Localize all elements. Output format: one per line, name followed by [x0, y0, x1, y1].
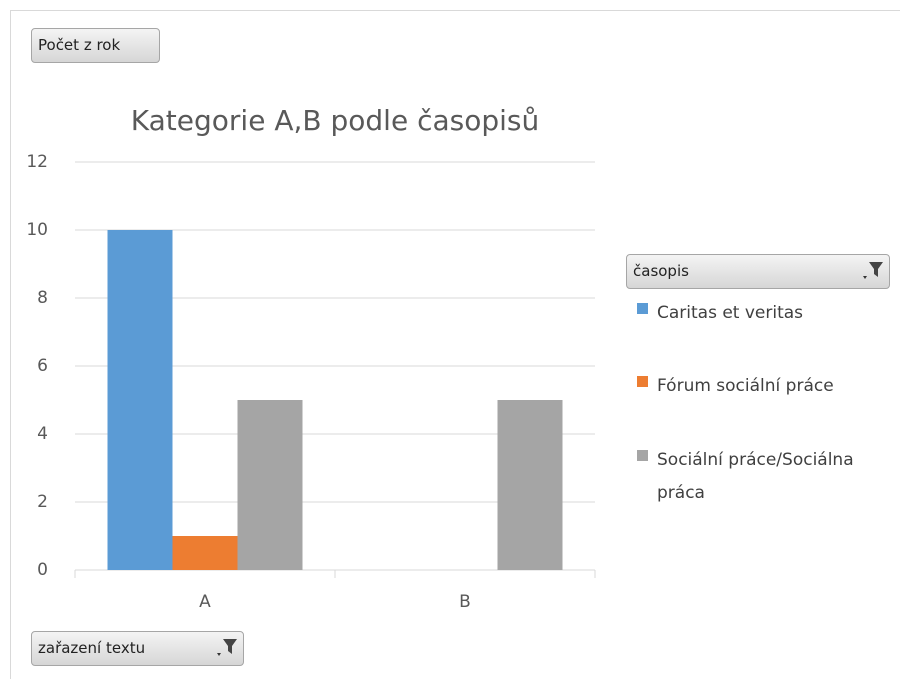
value-field-button[interactable]: Počet z rok [31, 28, 160, 63]
legend-swatch [637, 303, 648, 314]
chart-area [10, 10, 900, 679]
legend-label: Sociální práce/Sociálna práca [657, 450, 854, 503]
legend-label: Fórum sociální práce [657, 376, 834, 396]
button-label: zařazení textu [38, 639, 146, 657]
y-tick-label: 2 [37, 492, 48, 512]
y-tick-label: 10 [26, 220, 48, 240]
x-tick-label: B [459, 592, 471, 612]
bar [107, 230, 173, 570]
chart-title: Kategorie A,B podle časopisů [131, 104, 539, 137]
bar [172, 536, 238, 570]
axis-field-button[interactable]: zařazení textu [31, 631, 244, 666]
legend-field-button[interactable]: časopis [626, 254, 890, 289]
button-label: časopis [633, 262, 689, 280]
filter-icon [863, 262, 883, 279]
y-tick-label: 0 [37, 560, 48, 580]
legend-swatch [637, 450, 648, 461]
y-tick-label: 6 [37, 356, 48, 376]
button-label: Počet z rok [38, 36, 121, 54]
y-tick-label: 12 [26, 152, 48, 172]
bar [497, 400, 563, 570]
x-tick-label: A [199, 592, 211, 612]
y-tick-label: 8 [37, 288, 48, 308]
legend-label: Caritas et veritas [657, 303, 804, 323]
bar [237, 400, 303, 570]
y-tick-label: 4 [37, 424, 48, 444]
filter-icon [217, 639, 237, 656]
legend-swatch [637, 376, 648, 387]
